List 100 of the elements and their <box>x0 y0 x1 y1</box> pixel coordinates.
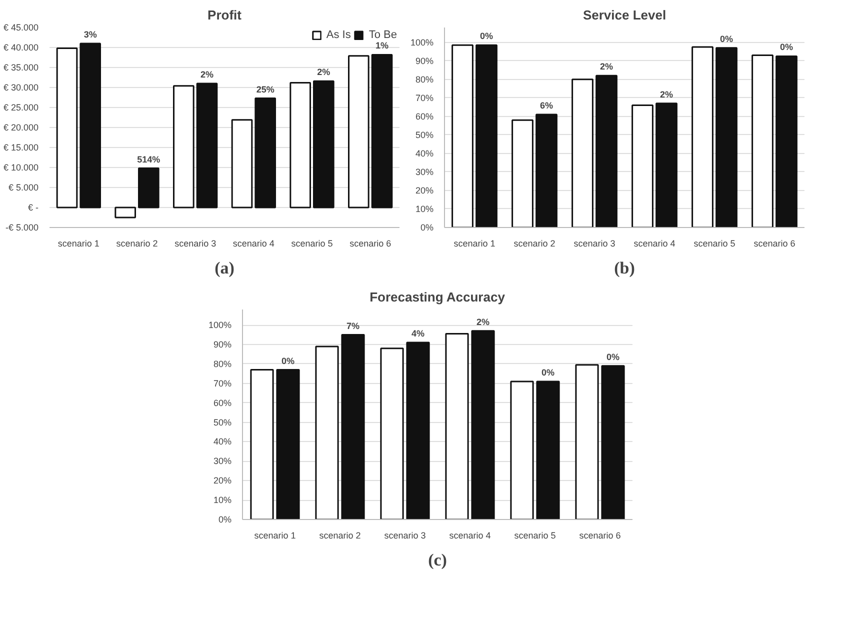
y-tick-label: 30% <box>213 456 232 466</box>
y-tick-label: € 15.000 <box>3 142 39 152</box>
y-tick-label: € 20.000 <box>3 122 39 132</box>
y-tick-label: 50% <box>213 417 232 428</box>
chart-title: Forecasting Accuracy <box>370 290 506 304</box>
y-tick-label: € 10.000 <box>3 162 39 172</box>
bar <box>371 54 393 208</box>
x-tick-label: scenario 3 <box>384 530 426 540</box>
x-tick-label: scenario 2 <box>116 238 158 248</box>
annotation: 4% <box>411 328 425 339</box>
x-tick-label: scenario 4 <box>449 530 491 540</box>
annotation: 0% <box>780 42 794 52</box>
y-tick-label: 60% <box>213 398 232 408</box>
y-tick-label: 10% <box>415 204 434 214</box>
bar <box>601 365 625 520</box>
x-tick-label: scenario 5 <box>694 238 736 248</box>
annotation: 0% <box>281 356 295 366</box>
bar <box>348 55 370 208</box>
annotation: 2% <box>317 67 330 78</box>
x-tick-label: scenario 5 <box>514 530 556 540</box>
bar <box>406 342 430 520</box>
bar <box>254 98 276 208</box>
annotation: 2% <box>660 89 674 100</box>
x-tick-label: scenario 1 <box>254 530 296 540</box>
text: (a) <box>214 258 234 278</box>
bar <box>596 74 618 228</box>
y-tick-label: 20% <box>415 185 434 196</box>
bar <box>290 82 311 208</box>
x-tick-label: scenario 6 <box>579 530 621 540</box>
bar <box>231 119 253 208</box>
bar <box>276 369 300 520</box>
y-tick-label: € 35.000 <box>3 62 39 72</box>
y-tick-label: € 45.000 <box>3 22 39 32</box>
y-tick-label: 40% <box>415 148 434 158</box>
y-tick-label: 90% <box>213 340 232 350</box>
bar <box>341 334 365 520</box>
annotation: 1% <box>375 40 389 51</box>
y-tick-label: 40% <box>213 436 232 447</box>
x-tick-label: scenario 4 <box>232 238 274 248</box>
chart-title: Service Level <box>582 8 666 22</box>
bar <box>476 44 498 228</box>
bar <box>315 346 339 520</box>
bar <box>380 348 404 520</box>
y-tick-label: 80% <box>213 358 232 369</box>
chart-title: Profit <box>208 8 242 22</box>
annotation: 0% <box>606 352 620 362</box>
bar <box>313 80 334 208</box>
bar <box>512 119 534 228</box>
annotation: 25% <box>256 84 274 94</box>
y-tick-label: 20% <box>213 476 232 486</box>
bar <box>173 85 194 208</box>
y-tick-label: 10% <box>213 495 232 506</box>
bar <box>752 54 774 228</box>
annotation: 0% <box>720 34 734 44</box>
annotation: 3% <box>84 30 97 40</box>
x-tick-label: scenario 3 <box>174 238 216 248</box>
legend-label: As Is <box>326 29 351 41</box>
x-tick-label: scenario 5 <box>291 238 333 248</box>
bar <box>575 364 599 520</box>
x-tick-label: scenario 4 <box>634 238 676 248</box>
x-tick-label: scenario 2 <box>319 530 361 540</box>
y-tick-label: € 40.000 <box>3 42 39 52</box>
bar <box>250 369 274 520</box>
x-tick-label: scenario 1 <box>454 238 496 248</box>
bar <box>536 380 560 520</box>
y-tick-label: 60% <box>415 111 434 122</box>
bar <box>196 82 218 208</box>
y-tick-label: 30% <box>415 166 434 177</box>
bar <box>656 102 678 228</box>
y-tick-label: € 25.000 <box>3 102 39 112</box>
bar <box>716 47 738 228</box>
y-tick-label: 90% <box>415 56 434 66</box>
x-tick-label: scenario 3 <box>574 238 616 248</box>
y-tick-label: 100% <box>410 37 434 48</box>
y-tick-label: 80% <box>415 74 434 84</box>
x-tick-label: scenario 6 <box>754 238 796 248</box>
bar <box>632 104 654 228</box>
bar <box>56 48 78 208</box>
y-tick-label: 70% <box>213 378 232 388</box>
legend-label: To Be <box>368 29 397 41</box>
bar <box>692 46 714 228</box>
bar <box>80 42 101 208</box>
y-tick-label: -€ 5.000 <box>5 222 39 232</box>
annotation: 2% <box>600 62 614 72</box>
annotation: 2% <box>200 70 214 80</box>
x-tick-label: scenario 6 <box>350 238 392 248</box>
annotation: 2% <box>476 316 490 327</box>
y-tick-label: 50% <box>415 130 434 140</box>
bar <box>114 206 136 218</box>
text: (b) <box>614 258 635 278</box>
annotation: 514% <box>137 154 160 164</box>
bar <box>471 330 495 520</box>
bar <box>572 78 594 228</box>
bar <box>510 380 534 520</box>
annotation: 6% <box>540 100 554 111</box>
y-tick-label: € 5.000 <box>8 182 39 192</box>
bar <box>445 333 469 520</box>
bar <box>138 168 160 208</box>
x-tick-label: scenario 1 <box>58 238 100 248</box>
annotation: 7% <box>346 320 360 331</box>
